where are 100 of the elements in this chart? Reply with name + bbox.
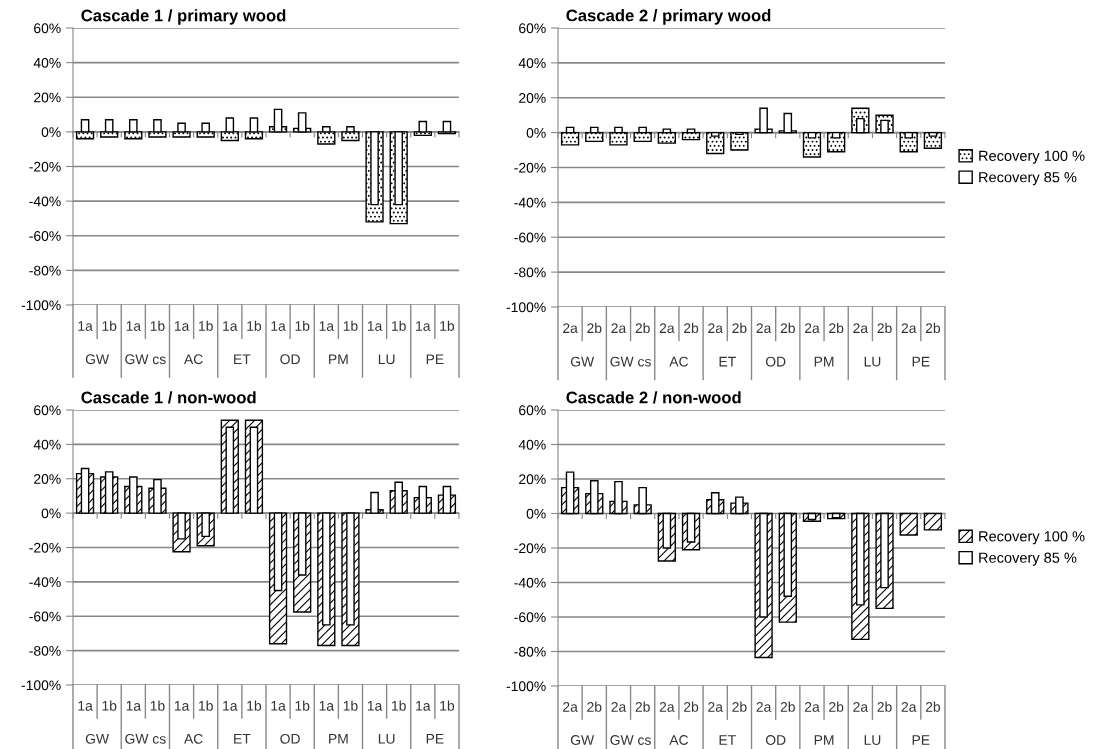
legend-label: Recovery 100 % (979, 150, 1085, 164)
text: PE (426, 354, 444, 364)
x-tick-label: 1b (199, 700, 213, 711)
text: OD (765, 356, 786, 367)
x-tick-label: 1a (319, 701, 335, 711)
x-tick-label: 2a (901, 323, 917, 334)
text: AC (669, 356, 689, 367)
x-tick-label: 2a (563, 323, 578, 334)
y-tick-label: -80% (29, 265, 61, 276)
y-tick-label: -20% (29, 542, 61, 553)
x-tick-label: 2b (635, 322, 650, 334)
y-tick-label: -100% (21, 680, 61, 691)
x-tick-label: 2b (684, 701, 699, 712)
y-tick-label: -40% (514, 197, 546, 208)
text: GW cs (610, 356, 651, 367)
x-tick-label: 1a (78, 321, 93, 331)
x-tick-label: 2b (877, 322, 892, 334)
x-tick-label: 1a (223, 701, 238, 711)
y-tick-label: 40% (33, 439, 61, 450)
text: AC (184, 354, 203, 365)
x-tick-label: 2a (901, 701, 917, 712)
text: LU (378, 734, 395, 744)
y-tick-label: 40% (518, 58, 546, 69)
y-tick-label: -40% (29, 577, 61, 588)
text: OD (280, 354, 300, 365)
y-tick-label: 20% (519, 474, 546, 485)
x-tick-label: 1b (295, 700, 310, 711)
text: ET (234, 734, 251, 744)
x-tick-label: 1b (343, 320, 358, 331)
text: GW (85, 354, 110, 365)
x-tick-label: 1b (295, 320, 310, 331)
text: GW (570, 356, 595, 367)
y-tick-label: -100% (506, 302, 546, 313)
y-tick-label: -80% (29, 645, 61, 656)
y-tick-label: -20% (514, 543, 546, 554)
y-tick-label: 60% (519, 405, 546, 416)
text: OD (280, 733, 300, 744)
text: PM (329, 734, 348, 744)
text: GW cs (610, 735, 651, 745)
x-tick-label: 2a (756, 701, 772, 712)
text: GW (85, 733, 110, 744)
text: ET (234, 354, 251, 364)
x-tick-label: 2a (804, 701, 820, 712)
legend-label: Recovery 85 % (979, 552, 1077, 566)
y-tick-label: 0% (41, 508, 61, 519)
text: GW (570, 735, 595, 745)
y-tick-label: 20% (34, 474, 61, 484)
text: PM (814, 356, 834, 367)
y-tick-label: 40% (33, 57, 61, 68)
x-tick-label: 2b (780, 322, 795, 334)
x-tick-label: 1a (78, 701, 93, 711)
text: ET (719, 356, 736, 367)
x-tick-label: 2b (925, 701, 941, 712)
x-tick-label: 2a (708, 701, 723, 712)
legend-label: Recovery 85 % (979, 172, 1077, 186)
y-tick-label: 20% (519, 93, 546, 103)
text: ET (719, 735, 736, 745)
text: LU (864, 356, 881, 367)
x-tick-label: 1b (102, 320, 117, 331)
x-tick-label: 1b (440, 320, 455, 331)
x-tick-label: 1a (174, 321, 190, 331)
y-tick-label: 0% (526, 127, 546, 138)
x-tick-label: 2b (829, 322, 844, 334)
y-tick-label: -60% (514, 232, 546, 243)
x-tick-label: 1a (126, 321, 142, 331)
x-tick-label: 1a (367, 321, 383, 331)
y-tick-label: 60% (34, 405, 61, 416)
x-tick-label: 1b (392, 700, 406, 711)
text: PM (329, 354, 348, 364)
x-tick-label: 1a (174, 701, 190, 711)
y-tick-label: 0% (41, 127, 61, 138)
x-tick-label: 1b (102, 700, 117, 711)
text: AC (669, 735, 689, 745)
y-tick-label: 0% (526, 508, 546, 519)
chart-title: Cascade 2 / non-wood (566, 391, 741, 404)
x-tick-label: 2a (853, 323, 869, 334)
chart-title: Cascade 1 / non-wood (81, 391, 256, 404)
y-tick-label: -40% (29, 196, 61, 207)
x-tick-label: 2b (587, 322, 602, 334)
x-tick-label: 1a (223, 321, 238, 331)
y-tick-label: -60% (514, 612, 546, 623)
x-tick-label: 1a (271, 701, 286, 711)
chart-title: Cascade 2 / primary wood (566, 9, 771, 25)
text: AC (184, 733, 203, 744)
x-tick-label: 2b (587, 701, 602, 712)
x-tick-label: 1b (392, 320, 406, 331)
x-tick-label: 1a (416, 701, 431, 711)
text: PE (912, 356, 930, 367)
x-tick-label: 1b (199, 320, 213, 331)
text: LU (378, 354, 395, 365)
y-tick-label: -80% (514, 267, 546, 278)
x-tick-label: 2a (659, 323, 675, 334)
x-tick-label: 2a (611, 701, 627, 712)
y-tick-label: 40% (518, 439, 546, 450)
x-tick-label: 1a (416, 321, 431, 331)
x-tick-label: 2b (780, 701, 795, 712)
y-tick-label: -80% (514, 646, 546, 657)
x-tick-label: 2a (853, 701, 869, 712)
y-tick-label: -100% (21, 300, 61, 311)
text: GW cs (125, 354, 166, 365)
